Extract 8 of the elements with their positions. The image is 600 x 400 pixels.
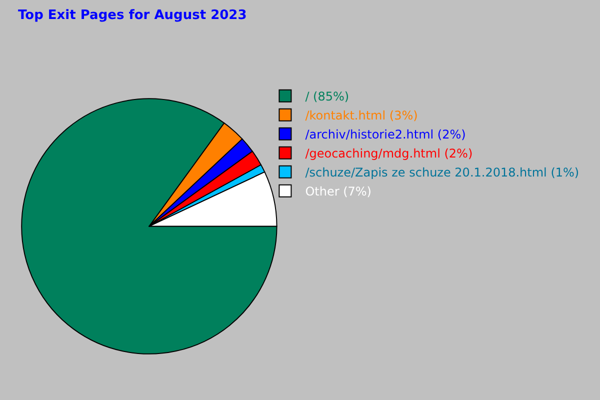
legend-label: /schuze/Zapis ze schuze 20.1.2018.html (1%) bbox=[305, 166, 580, 180]
legend-label: /geocaching/mdg.html (2%) bbox=[305, 146, 473, 161]
legend-label: /archiv/historie2.html (2%) bbox=[305, 128, 466, 142]
pie-slice bbox=[21, 98, 278, 354]
legend-label: /kontakt.html (3%) bbox=[305, 108, 418, 123]
legend-label: / (85%) bbox=[305, 90, 350, 104]
legend-label: Other (7%) bbox=[305, 184, 372, 199]
chart-title: Top Exit Pages for August 2023 bbox=[18, 8, 247, 24]
